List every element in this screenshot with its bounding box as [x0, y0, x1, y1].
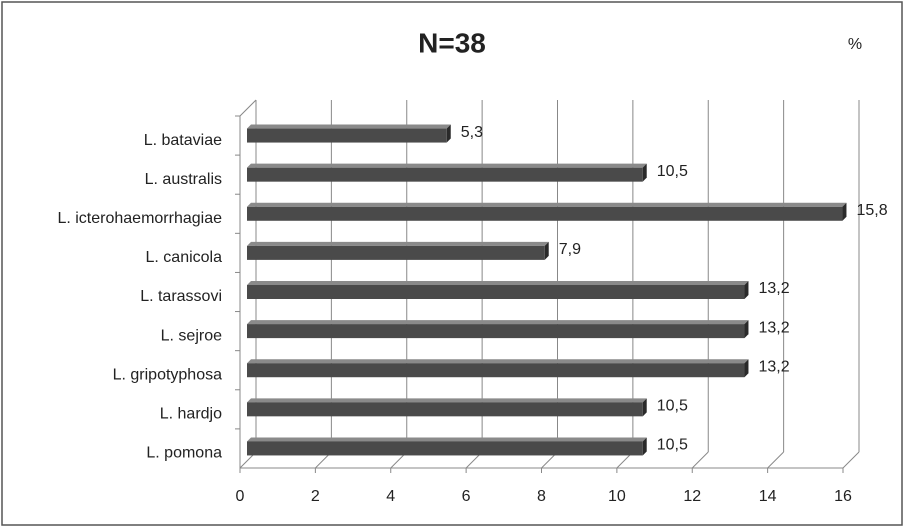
- bar-side: [642, 437, 647, 456]
- bar: [247, 441, 643, 456]
- bar-top: [247, 437, 647, 442]
- bar-top: [247, 241, 549, 246]
- bar: [247, 402, 643, 417]
- bar: [247, 285, 745, 299]
- x-tick-label: 4: [386, 488, 395, 505]
- bar-side: [544, 241, 549, 260]
- bar-side: [642, 163, 647, 182]
- bar: [247, 245, 545, 260]
- grid-line: [842, 451, 860, 469]
- bar-side: [642, 398, 647, 417]
- bar-top: [247, 320, 749, 325]
- bar: [247, 363, 745, 378]
- bar-side: [842, 202, 847, 221]
- bar: [247, 324, 745, 339]
- y-tick-label: L. pomona: [146, 445, 222, 462]
- value-label: 10,5: [657, 398, 688, 415]
- y-tick-label: L. canicola: [146, 249, 223, 266]
- value-label: 10,5: [657, 163, 688, 180]
- value-label: 10,5: [657, 437, 688, 454]
- y-tick-label: L. australis: [145, 171, 222, 188]
- bar-top: [247, 281, 749, 285]
- bar-side: [744, 320, 749, 339]
- value-label: 7,9: [559, 241, 581, 258]
- bar-side: [446, 124, 451, 143]
- bar-top: [247, 398, 647, 403]
- value-label: 5,3: [461, 124, 483, 141]
- unit-label: %: [848, 36, 862, 53]
- y-tick-label: L. icterohaemorrhagiae: [57, 210, 222, 227]
- bar-top: [247, 124, 451, 129]
- bar: [247, 167, 643, 182]
- y-tick-label: L. bataviae: [144, 132, 222, 149]
- x-tick-label: 16: [834, 488, 852, 505]
- y-tick-label: L. gripotyphosa: [113, 366, 223, 383]
- x-tick-label: 10: [608, 488, 626, 505]
- value-label: 15,8: [856, 202, 887, 219]
- grid-line: [767, 451, 784, 469]
- bar: [247, 206, 843, 221]
- bar-side: [744, 359, 749, 378]
- value-label: 13,2: [758, 319, 789, 336]
- bar-top: [247, 163, 647, 168]
- chart-title: N=38: [418, 27, 486, 58]
- bar-side: [744, 281, 749, 299]
- x-tick-label: 8: [537, 488, 546, 505]
- y-tick-label: L. hardjo: [160, 406, 222, 423]
- wall-line: [239, 99, 257, 117]
- value-label: 13,2: [758, 280, 789, 297]
- x-tick-label: 12: [683, 488, 701, 505]
- grid-line: [691, 451, 709, 469]
- bar: [247, 128, 447, 143]
- x-tick-label: 6: [462, 488, 471, 505]
- x-tick-label: 0: [236, 488, 245, 505]
- y-tick-label: L. sejroe: [161, 327, 222, 344]
- bar-top: [247, 202, 847, 207]
- x-tick-label: 14: [759, 488, 777, 505]
- bar-top: [247, 359, 749, 364]
- value-label: 13,2: [758, 358, 789, 375]
- y-tick-label: L. tarassovi: [140, 288, 222, 305]
- x-tick-label: 2: [311, 488, 320, 505]
